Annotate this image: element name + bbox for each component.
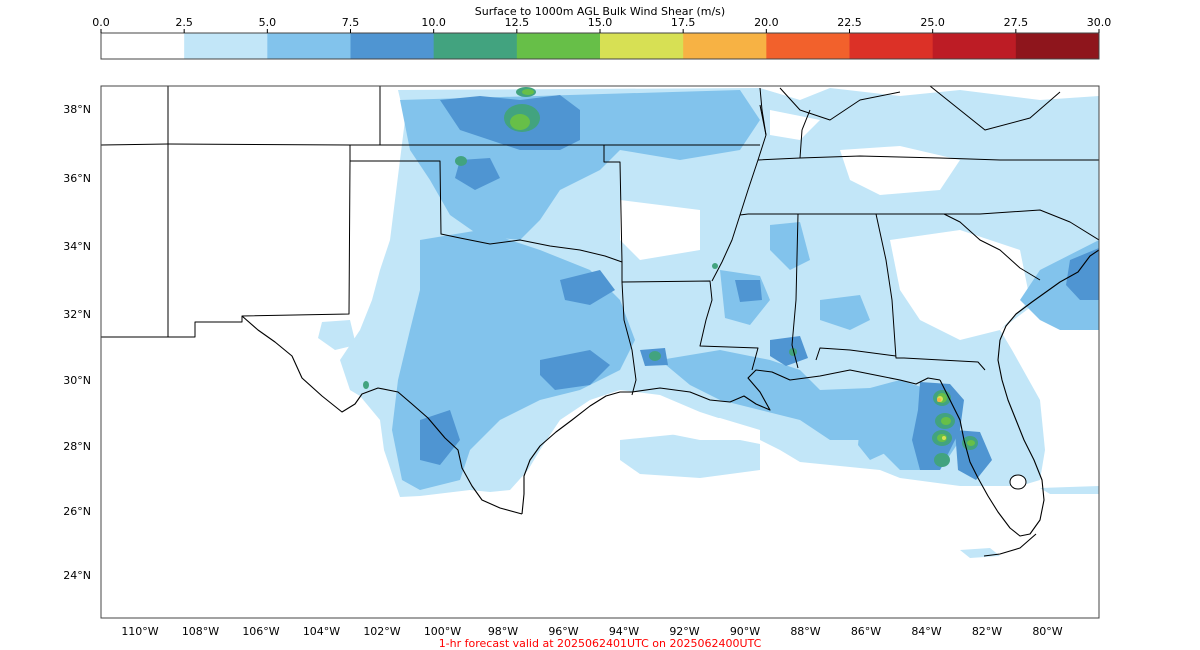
latitude-label: 26°N xyxy=(63,505,91,518)
latitude-label: 36°N xyxy=(63,172,91,185)
latitude-label: 38°N xyxy=(63,103,91,116)
colorbar-bin xyxy=(683,33,767,59)
colorbar-bin xyxy=(350,33,435,59)
colorbar-bin xyxy=(267,33,351,59)
colorbar-bin xyxy=(184,33,268,59)
longitude-label: 94°W xyxy=(609,625,639,638)
longitude-label: 106°W xyxy=(242,625,279,638)
colorbar-tick-label: 10.0 xyxy=(421,16,446,29)
latitude-label: 28°N xyxy=(63,440,91,453)
colorbar-tick-label: 15.0 xyxy=(588,16,613,29)
longitude-label: 86°W xyxy=(851,625,881,638)
longitude-label: 100°W xyxy=(424,625,461,638)
colorbar-tick-label: 12.5 xyxy=(505,16,530,29)
map-panel xyxy=(101,86,1099,618)
latitude-labels: 38°N 36°N 34°N 32°N 30°N 28°N 26°N 24°N xyxy=(63,103,91,582)
forecast-valid-text: 1-hr forecast valid at 2025062401UTC on … xyxy=(439,637,762,650)
colorbar-bin xyxy=(1015,33,1100,59)
longitude-label: 82°W xyxy=(972,625,1002,638)
colorbar-bin xyxy=(849,33,934,59)
colorbar-bin xyxy=(516,33,601,59)
longitude-label: 90°W xyxy=(730,625,760,638)
colorbar-bin xyxy=(932,33,1017,59)
colorbar-tick-label: 5.0 xyxy=(259,16,277,29)
longitude-label: 104°W xyxy=(303,625,340,638)
colorbar-bin xyxy=(101,33,185,59)
colorbar xyxy=(100,32,1100,60)
state-boundaries xyxy=(101,86,1099,396)
longitude-label: 110°W xyxy=(121,625,158,638)
longitude-label: 84°W xyxy=(911,625,941,638)
colorbar-tick-label: 27.5 xyxy=(1004,16,1029,29)
longitude-label: 80°W xyxy=(1032,625,1062,638)
latitude-label: 34°N xyxy=(63,240,91,253)
colorbar-bin xyxy=(600,33,684,59)
longitude-label: 98°W xyxy=(488,625,518,638)
colorbar-bin xyxy=(766,33,850,59)
longitude-label: 108°W xyxy=(182,625,219,638)
colorbar-tick-label: 0.0 xyxy=(92,16,110,29)
colorbar-tick-label: 7.5 xyxy=(342,16,360,29)
colorbar-tick-label: 17.5 xyxy=(671,16,696,29)
colorbar-title: Surface to 1000m AGL Bulk Wind Shear (m/… xyxy=(475,5,725,18)
longitude-label: 96°W xyxy=(548,625,578,638)
colorbar-tick-label: 30.0 xyxy=(1087,16,1112,29)
colorbar-tick-label: 20.0 xyxy=(754,16,779,29)
longitude-label: 102°W xyxy=(363,625,400,638)
longitude-label: 88°W xyxy=(790,625,820,638)
colorbar-tick-label: 25.0 xyxy=(920,16,945,29)
colorbar-tick-label: 22.5 xyxy=(837,16,862,29)
shear-field-orange xyxy=(937,398,941,402)
latitude-label: 24°N xyxy=(63,569,91,582)
map-frame xyxy=(100,85,1100,619)
longitude-labels: 110°W 108°W 106°W 104°W 102°W 100°W 98°W 96°W 94… xyxy=(121,625,1062,638)
colorbar-bin xyxy=(433,33,518,59)
longitude-label: 92°W xyxy=(669,625,699,638)
coastlines xyxy=(241,249,1099,557)
latitude-label: 32°N xyxy=(63,308,91,321)
colorbar-tick-label: 2.5 xyxy=(175,16,193,29)
colorbar-ticks: 0.0 2.5 5.0 7.5 10.0 12.5 15.0 17.5 20.0 22.5 25.0… xyxy=(92,16,1111,33)
latitude-label: 30°N xyxy=(63,374,91,387)
